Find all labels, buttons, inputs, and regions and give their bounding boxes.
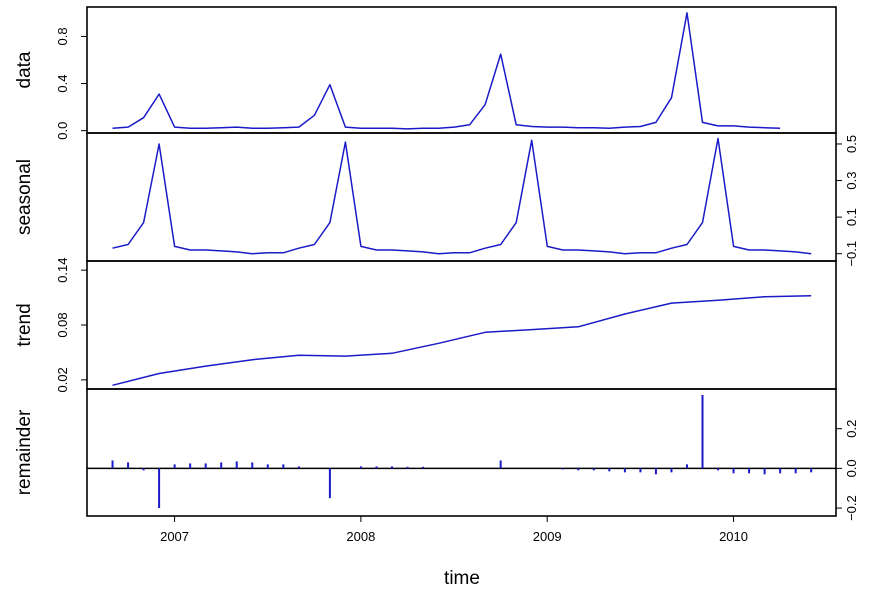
panel-frame-seasonal: [86, 132, 837, 262]
y-tick-label-data: 0.8: [55, 27, 70, 45]
panel-frame-remainder: [86, 388, 837, 517]
panel-label-trend: trend: [14, 303, 35, 346]
series-line-seasonal: [112, 137, 812, 255]
y-tick-label-remainder: 0.2: [844, 420, 859, 438]
y-tick-label-seasonal: 0.1: [844, 208, 859, 226]
x-tick-label: 2007: [160, 529, 189, 544]
panels-layer: 0.00.40.8data−0.10.10.30.5seasonal0.020.…: [14, 6, 859, 521]
panel-remainder: −0.2 0.0 0.2 remainder: [14, 388, 859, 521]
x-tick-label: 2010: [719, 529, 748, 544]
panel-seasonal: −0.1 0.1 0.3 0.5 seasonal: [14, 132, 859, 267]
panel-label-seasonal: seasonal: [14, 159, 35, 235]
panel-label-data: data: [14, 51, 35, 88]
y-tick-label-data: 0.0: [55, 122, 70, 140]
series-line-trend: [112, 294, 812, 387]
y-tick-label-trend: 0.08: [55, 312, 70, 337]
panel-data: 0.0 0.4 0.8 data: [14, 6, 837, 140]
y-tick-label-remainder: 0.0: [844, 459, 859, 477]
x-axis: 2007 2008 2009 2010: [160, 516, 748, 544]
y-tick-label-seasonal: 0.5: [844, 135, 859, 153]
panel-label-remainder: remainder: [14, 409, 35, 495]
y-tick-label-seasonal: −0.1: [844, 241, 859, 267]
y-tick-label-data: 0.4: [55, 75, 70, 93]
panel-frame-trend: [86, 260, 837, 390]
series-line-data: [112, 12, 781, 130]
panel-trend: 0.02 0.08 0.14 trend: [14, 257, 837, 393]
y-tick-label-seasonal: 0.3: [844, 172, 859, 190]
y-tick-label-trend: 0.14: [55, 257, 70, 282]
panel-frame-data: [86, 6, 837, 134]
x-axis-label: time: [444, 568, 480, 589]
y-tick-label-trend: 0.02: [55, 367, 70, 392]
x-tick-label: 2009: [533, 529, 562, 544]
x-tick-label: 2008: [346, 529, 375, 544]
y-tick-label-remainder: −0.2: [844, 495, 859, 521]
